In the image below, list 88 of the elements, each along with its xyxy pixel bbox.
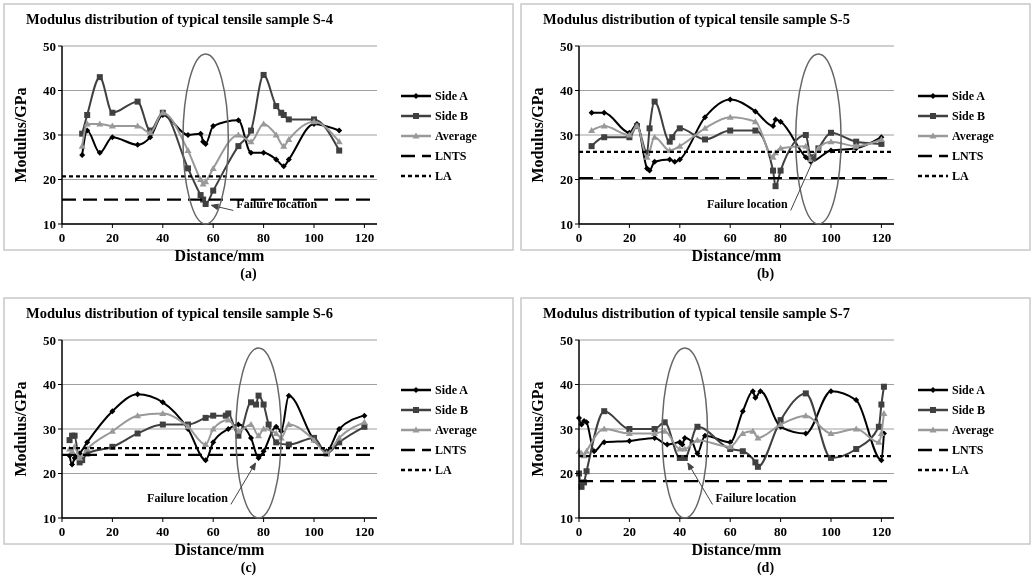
x-axis-title: Distance/mm [174,247,266,264]
legend-label: Side B [435,109,469,124]
x-tick-label: 120 [354,524,375,539]
chart-title: Modulus distribution of typical tensile sample S-6 [26,305,333,321]
y-tick-label: 40 [43,83,56,99]
y-tick-label: 30 [43,421,56,437]
y-axis-title: Modulus/GPa [12,381,29,477]
y-tick-label: 50 [560,38,573,54]
legend-label: LA [952,463,969,478]
legend-label: Side A [952,89,986,104]
legend-label: Side B [952,109,986,124]
x-tick-label: 120 [871,524,892,539]
annotation: Failure location [236,197,318,212]
y-tick-label: 10 [560,510,573,526]
y-tick-label: 50 [43,38,56,54]
legend-label: LA [435,169,452,184]
legend-label: LA [952,169,969,184]
x-tick-label: 60 [723,230,737,245]
x-tick-label: 80 [774,230,788,245]
y-tick-label: 30 [560,421,573,437]
y-tick-label: 30 [560,127,573,143]
x-tick-label: 20 [105,230,119,245]
legend-label: Side A [435,89,469,104]
y-tick-label: 40 [560,83,573,99]
x-tick-label: 60 [206,524,220,539]
x-tick-label: 80 [774,524,788,539]
x-tick-label: 40 [156,524,170,539]
x-axis-title: Distance/mm [691,247,783,264]
x-tick-label: 100 [304,524,324,539]
legend-label: Average [435,423,478,438]
y-tick-label: 20 [43,172,56,188]
y-tick-label: 10 [43,510,56,526]
x-tick-label: 100 [821,524,841,539]
legend-label: LNTS [435,149,467,164]
x-tick-label: 60 [723,524,737,539]
legend-label: LNTS [952,149,984,164]
x-tick-label: 100 [821,230,841,245]
x-tick-label: 120 [354,230,375,245]
y-tick-label: 20 [560,172,573,188]
x-tick-label: 80 [257,230,271,245]
y-axis-title: Modulus/GPa [529,87,546,183]
legend-label: Side B [952,403,986,418]
annotation: Failure location [715,491,797,506]
x-tick-label: 40 [673,524,687,539]
y-axis-title: Modulus/GPa [529,381,546,477]
annotation: Failure location [147,491,229,506]
legend-label: LNTS [952,443,984,458]
legend-label: LA [435,463,452,478]
y-tick-label: 10 [43,216,56,232]
x-tick-label: 0 [575,230,583,245]
y-tick-label: 20 [560,466,573,482]
x-tick-label: 20 [622,230,636,245]
y-tick-label: 40 [43,377,56,393]
y-tick-label: 50 [43,332,56,348]
x-axis-title: Distance/mm [691,541,783,558]
legend-label: Average [952,129,995,144]
text: (c) [240,560,257,576]
y-tick-label: 10 [560,216,573,232]
x-tick-label: 60 [206,230,220,245]
x-tick-label: 40 [156,230,170,245]
text: (a) [240,266,257,282]
legend-label: Average [952,423,995,438]
y-tick-label: 30 [43,127,56,143]
chart-title: Modulus distribution of typical tensile sample S-5 [543,11,850,27]
x-tick-label: 0 [58,524,66,539]
legend-label: LNTS [435,443,467,458]
y-axis-title: Modulus/GPa [12,87,29,183]
x-tick-label: 40 [673,230,687,245]
legend-label: Average [435,129,478,144]
annotation: Failure location [706,197,789,212]
legend-label: Side A [435,383,469,398]
y-tick-label: 50 [560,332,573,348]
y-tick-label: 20 [43,466,56,482]
x-tick-label: 20 [105,524,119,539]
x-tick-label: 0 [575,524,583,539]
x-tick-label: 100 [304,230,324,245]
x-tick-label: 120 [871,230,892,245]
x-tick-label: 0 [58,230,66,245]
legend-label: Side B [435,403,469,418]
chart-title: Modulus distribution of typical tensile sample S-7 [543,305,850,321]
x-axis-title: Distance/mm [174,541,266,558]
chart-title: Modulus distribution of typical tensile sample S-4 [26,11,333,27]
legend-label: Side A [952,383,986,398]
x-tick-label: 20 [622,524,636,539]
text: (d) [756,560,775,576]
x-tick-label: 80 [257,524,271,539]
y-tick-label: 40 [560,377,573,393]
text: (b) [756,266,775,282]
